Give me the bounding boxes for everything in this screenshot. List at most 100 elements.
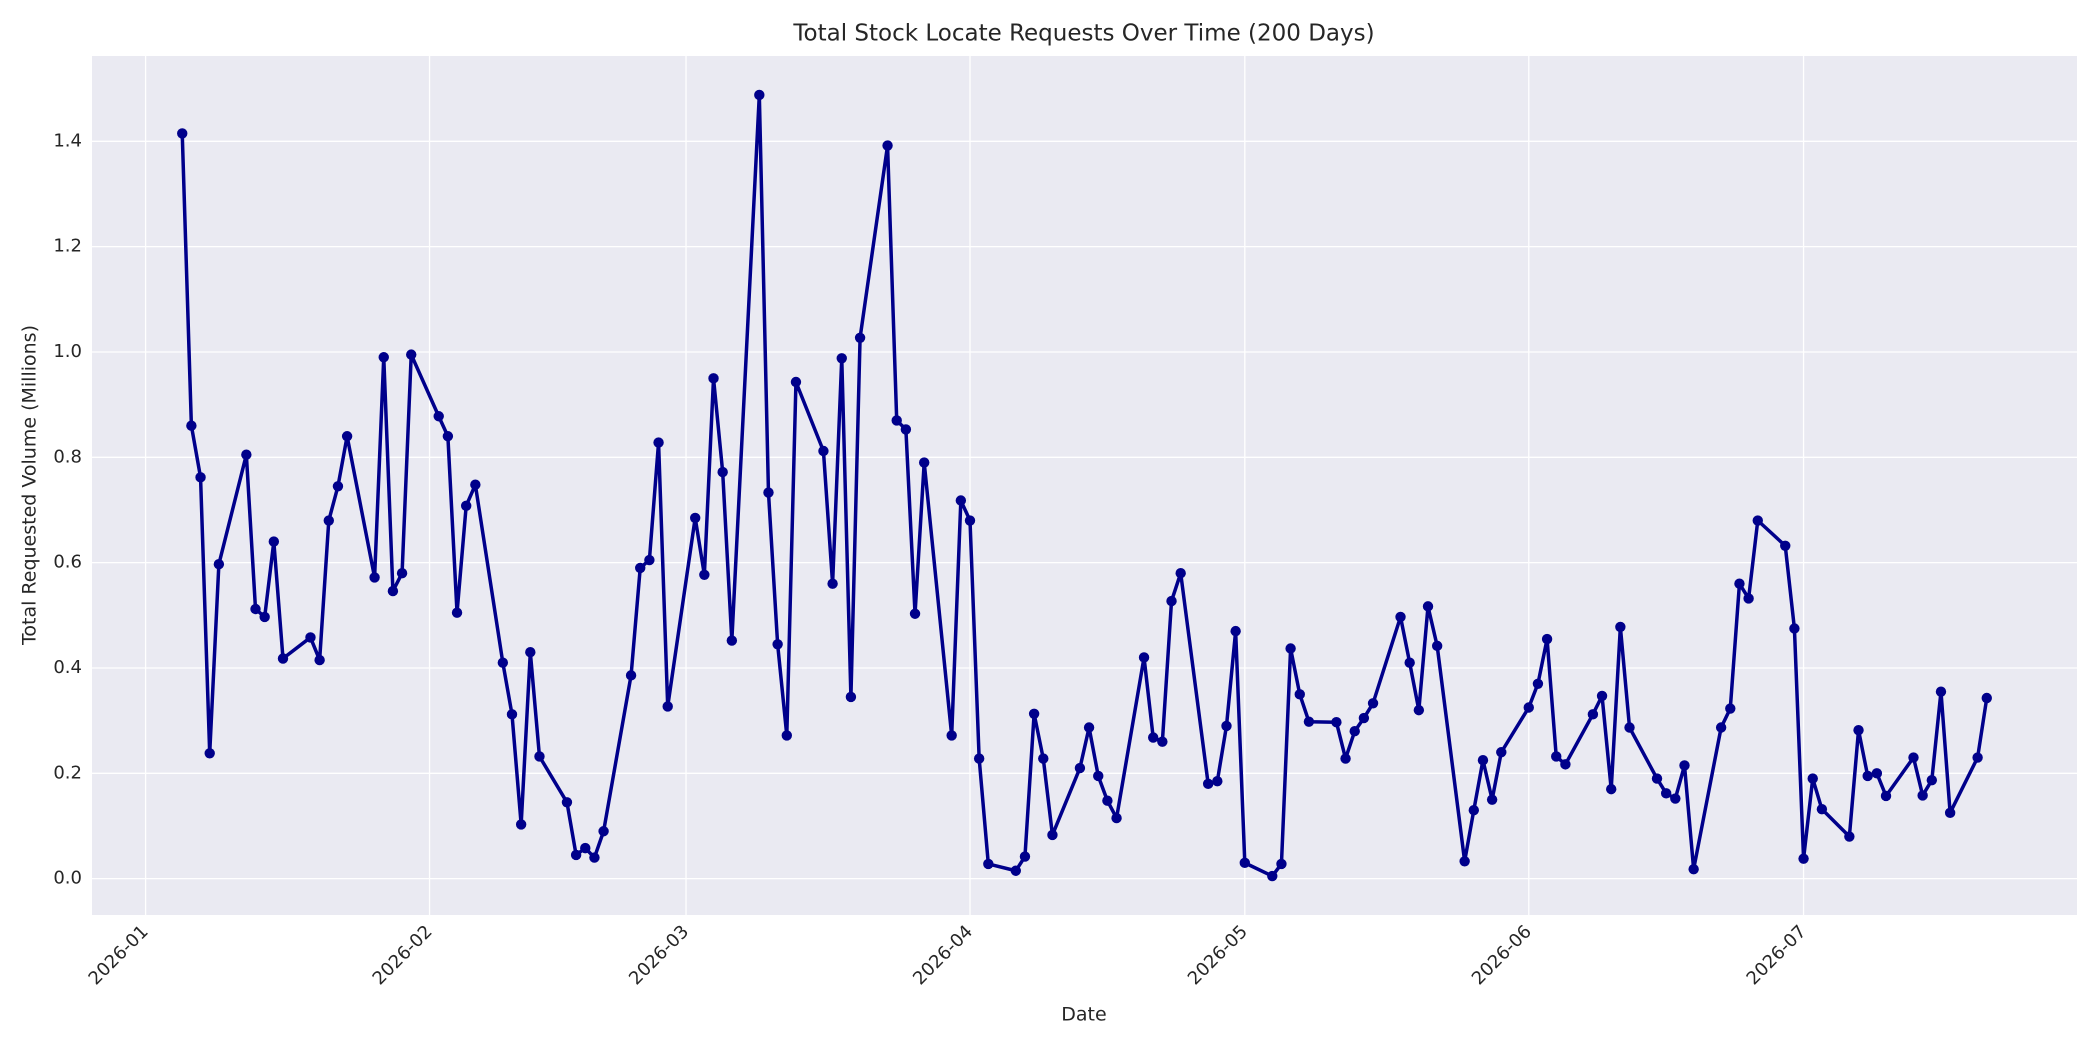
- x-tick-label: 2026-01: [85, 921, 153, 989]
- data-point: [396, 567, 408, 579]
- data-point: [1688, 863, 1699, 875]
- data-point: [470, 479, 481, 490]
- data-point: [497, 657, 509, 668]
- data-point: [570, 849, 582, 861]
- data-point: [1202, 778, 1214, 790]
- data-point: [1404, 657, 1415, 668]
- data-point: [790, 376, 802, 388]
- data-point: [259, 611, 270, 623]
- data-point: [204, 748, 215, 759]
- data-point: [1083, 722, 1095, 733]
- data-point: [525, 646, 536, 658]
- data-point: [1138, 652, 1150, 663]
- data-point: [598, 826, 609, 837]
- data-point: [1917, 790, 1928, 801]
- data-point: [726, 635, 738, 646]
- data-point: [1908, 752, 1919, 763]
- chart-title: Total Stock Locate Requests Over Time (2…: [792, 21, 1374, 47]
- data-point: [515, 819, 527, 830]
- data-point: [1349, 725, 1360, 737]
- data-point: [1780, 540, 1791, 552]
- data-point: [1560, 759, 1571, 770]
- data-point: [1670, 793, 1681, 804]
- data-point: [1459, 856, 1470, 867]
- data-point: [1047, 829, 1058, 841]
- data-point: [268, 536, 280, 547]
- data-point: [1102, 795, 1113, 806]
- data-point: [781, 730, 792, 741]
- data-point: [1221, 720, 1232, 732]
- data-point: [1038, 753, 1049, 764]
- data-point: [1853, 724, 1864, 736]
- data-point: [433, 411, 444, 422]
- data-point: [1496, 747, 1507, 758]
- data-point: [1844, 831, 1855, 842]
- data-point: [662, 701, 673, 712]
- data-point: [1358, 712, 1370, 724]
- data-point: [763, 487, 774, 498]
- data-point: [387, 585, 399, 597]
- data-point: [1807, 773, 1818, 784]
- data-point: [882, 140, 893, 151]
- data-point: [1615, 621, 1626, 633]
- data-point: [1230, 625, 1241, 637]
- data-point: [341, 431, 353, 442]
- y-tick-label: 0.4: [53, 657, 82, 678]
- data-point: [1926, 774, 1938, 786]
- data-point: [451, 607, 463, 618]
- data-point: [1477, 754, 1489, 766]
- data-point: [1551, 751, 1562, 762]
- data-point: [177, 128, 188, 139]
- data-point: [250, 603, 261, 615]
- data-point: [1486, 794, 1498, 805]
- data-point: [1395, 611, 1406, 623]
- data-point: [717, 466, 728, 478]
- data-point: [1148, 732, 1159, 743]
- data-point: [772, 639, 783, 650]
- data-point: [983, 858, 994, 870]
- data-point: [1743, 593, 1754, 604]
- data-point: [406, 349, 417, 360]
- data-point: [1862, 770, 1873, 782]
- data-point: [1734, 578, 1745, 589]
- data-point: [589, 852, 600, 863]
- data-point: [195, 472, 206, 483]
- x-tick-label: 2026-05: [1184, 921, 1252, 989]
- data-point: [1175, 567, 1186, 579]
- data-point: [1624, 722, 1635, 733]
- data-point: [1331, 717, 1342, 728]
- data-point: [845, 691, 857, 703]
- data-point: [1944, 807, 1956, 819]
- x-tick-label: 2026-07: [1743, 921, 1811, 989]
- x-tick-label: 2026-02: [369, 921, 437, 989]
- data-point: [277, 653, 289, 664]
- data-point: [1367, 698, 1379, 709]
- data-point: [1413, 704, 1425, 716]
- data-point: [854, 332, 866, 343]
- data-point: [1303, 716, 1315, 727]
- data-point: [314, 654, 325, 666]
- data-point: [1276, 858, 1287, 870]
- data-point: [1468, 804, 1480, 816]
- data-point: [635, 562, 646, 574]
- data-point: [946, 730, 957, 741]
- data-point: [689, 512, 701, 524]
- data-point: [369, 572, 380, 583]
- data-point: [323, 515, 334, 526]
- data-point: [1074, 762, 1086, 774]
- x-axis-label: Date: [1061, 1004, 1106, 1026]
- data-point: [1541, 633, 1553, 645]
- data-point: [836, 353, 847, 364]
- data-point: [955, 495, 967, 506]
- data-point: [699, 569, 710, 580]
- data-point: [1431, 640, 1443, 652]
- y-tick-label: 0.0: [53, 868, 82, 889]
- y-tick-label: 0.6: [53, 552, 82, 573]
- data-point: [1212, 776, 1223, 787]
- data-point: [1789, 623, 1800, 634]
- data-point: [213, 559, 225, 570]
- data-point: [1679, 760, 1690, 771]
- data-point: [305, 632, 316, 643]
